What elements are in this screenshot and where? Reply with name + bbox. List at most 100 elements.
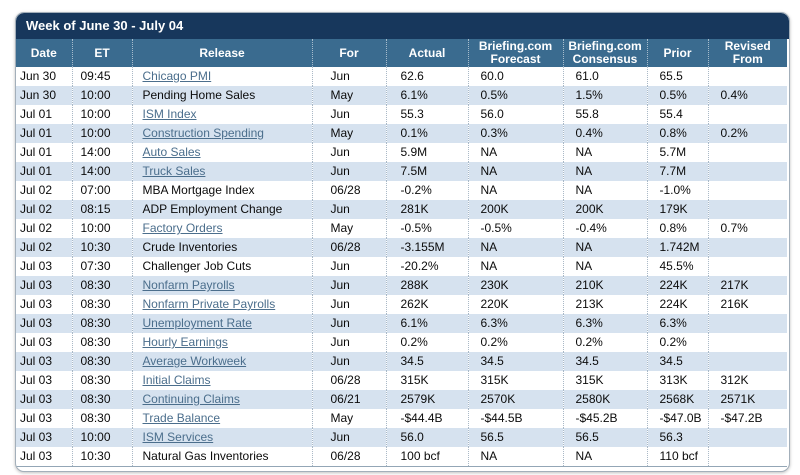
release-link[interactable]: Trade Balance [142, 411, 221, 425]
release-label: Natural Gas Inventories [142, 449, 269, 463]
cell-prior: 0.8% [647, 219, 709, 238]
table-row: Jul 01 10:00 ISM Index Jun 55.3 56.0 55.8 55.4 [16, 105, 787, 124]
economic-calendar: Week of June 30 - July 04 Date ET Release F… [15, 12, 790, 472]
cell-forecast: 0.3% [468, 124, 564, 143]
table-row: Jul 02 08:15 ADP Employment Change Jun 281K 2… [16, 200, 787, 219]
table-row: Jul 03 10:00 ISM Services Jun 56.0 56.5 56.5 56… [16, 428, 787, 447]
cell-actual: 56.0 [386, 428, 469, 447]
cell-et: 08:15 [72, 200, 133, 219]
cell-revised: 216K [720, 297, 749, 311]
cell-date: Jun 30 [16, 67, 73, 86]
cell-date: Jul 01 [16, 105, 73, 124]
cell-release: Auto Sales [132, 143, 313, 162]
table-row: Jul 03 08:30 Trade Balance May -$44.4B -$44.5… [16, 409, 787, 428]
cell-for: Jun [312, 200, 387, 219]
cell-date: Jul 03 [16, 295, 73, 314]
cell-revised: 217K [720, 278, 749, 292]
cell-release: Nonfarm Payrolls [132, 276, 313, 295]
calendar-week-title: Week of June 30 - July 04 [26, 18, 184, 33]
release-label: ADP Employment Change [142, 202, 283, 216]
cell-et: 07:00 [72, 181, 133, 200]
cell-date: Jul 03 [16, 409, 73, 428]
release-link[interactable]: Nonfarm Payrolls [142, 278, 235, 292]
cell-forecast: 56.0 [468, 105, 564, 124]
cell-et: 10:00 [72, 124, 133, 143]
cell-release: Challenger Job Cuts [132, 257, 313, 276]
release-link[interactable]: Average Workweek [142, 354, 247, 368]
cell-et: 08:30 [72, 390, 133, 409]
cell-actual: -0.5% [386, 219, 469, 238]
table-row: Jul 03 07:30 Challenger Job Cuts Jun -20.2% N… [16, 257, 787, 276]
cell-prior: -$47.0B [647, 409, 709, 428]
cell-consensus: 0.4% [563, 124, 648, 143]
release-link[interactable]: Auto Sales [142, 145, 201, 159]
release-link[interactable]: Factory Orders [142, 221, 223, 235]
cell-actual: 262K [386, 295, 469, 314]
cell-et: 14:00 [72, 143, 133, 162]
column-header-prior: Prior [647, 39, 709, 67]
table-row: Jul 03 08:30 Continuing Claims 06/21 2579K 25… [16, 390, 787, 409]
cell-consensus: NA [563, 143, 648, 162]
column-header-date: Date [16, 39, 73, 67]
cell-forecast: -0.5% [468, 219, 564, 238]
cell-et: 08:30 [72, 371, 133, 390]
cell-actual: 281K [386, 200, 469, 219]
cell-for: 06/28 [312, 447, 387, 467]
release-label: MBA Mortgage Index [142, 183, 255, 197]
cell-consensus: 55.8 [563, 105, 648, 124]
cell-prior: 34.5 [647, 352, 709, 371]
cell-forecast: NA [468, 181, 564, 200]
column-header-release: Release [132, 39, 313, 67]
cell-date: Jul 03 [16, 257, 73, 276]
cell-release: Initial Claims [132, 371, 313, 390]
cell-release: Truck Sales [132, 162, 313, 181]
release-link[interactable]: Chicago PMI [142, 69, 212, 83]
cell-consensus: 1.5% [563, 86, 648, 105]
cell-prior: 65.5 [647, 67, 709, 86]
cell-forecast: 34.5 [468, 352, 564, 371]
cell-date: Jul 03 [16, 371, 73, 390]
economic-calendar-table: Date ET Release For Actual Briefing.com Forec… [16, 39, 787, 467]
release-label: Crude Inventories [142, 240, 238, 254]
table-row: Jul 03 08:30 Unemployment Rate Jun 6.1% 6.3% 6… [16, 314, 787, 333]
cell-et: 14:00 [72, 162, 133, 181]
cell-prior: 5.7M [647, 143, 709, 162]
cell-actual: 6.1% [386, 314, 469, 333]
cell-et: 10:00 [72, 105, 133, 124]
cell-revised [708, 333, 787, 352]
release-link[interactable]: Nonfarm Private Payrolls [142, 297, 276, 311]
cell-et: 10:30 [72, 238, 133, 257]
cell-consensus: NA [563, 181, 648, 200]
column-header-forecast: Briefing.com Forecast [468, 39, 564, 67]
cell-release: ISM Index [132, 105, 313, 124]
cell-for: 06/21 [312, 390, 387, 409]
cell-et: 09:45 [72, 67, 133, 86]
cell-date: Jul 03 [16, 276, 73, 295]
cell-forecast: 56.5 [468, 428, 564, 447]
cell-revised [708, 67, 787, 86]
cell-revised [708, 428, 787, 447]
cell-release: Pending Home Sales [132, 86, 313, 105]
table-row: Jul 03 08:30 Hourly Earnings Jun 0.2% 0.2% 0.2… [16, 333, 787, 352]
cell-revised [708, 352, 787, 371]
cell-et: 07:30 [72, 257, 133, 276]
cell-revised: -$47.2B [720, 411, 763, 425]
table-row: Jul 03 08:30 Average Workweek Jun 34.5 34.5 34… [16, 352, 787, 371]
release-link[interactable]: ISM Index [142, 107, 197, 121]
cell-release: Crude Inventories [132, 238, 313, 257]
cell-et: 10:00 [72, 219, 133, 238]
release-link[interactable]: Initial Claims [142, 373, 211, 387]
cell-revised [708, 314, 787, 333]
cell-date: Jun 30 [16, 86, 73, 105]
release-link[interactable]: ISM Services [142, 430, 214, 444]
release-link[interactable]: Unemployment Rate [142, 316, 252, 330]
release-link[interactable]: Truck Sales [142, 164, 206, 178]
release-link[interactable]: Hourly Earnings [142, 335, 228, 349]
release-label: Pending Home Sales [142, 88, 256, 102]
cell-actual: 288K [386, 276, 469, 295]
cell-prior: 110 bcf [647, 447, 709, 467]
cell-consensus: NA [563, 257, 648, 276]
cell-prior: 55.4 [647, 105, 709, 124]
release-link[interactable]: Construction Spending [142, 126, 264, 140]
release-link[interactable]: Continuing Claims [142, 392, 240, 406]
